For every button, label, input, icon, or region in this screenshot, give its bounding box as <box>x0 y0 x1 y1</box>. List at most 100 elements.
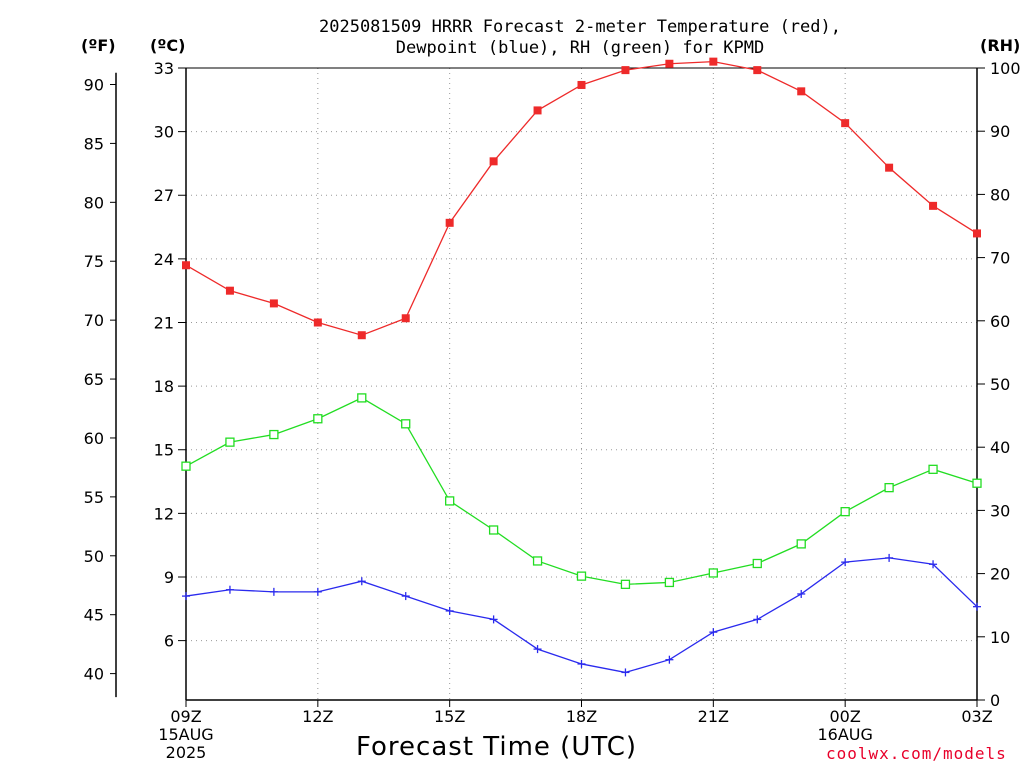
rh-point <box>664 577 675 588</box>
temperature-point <box>357 331 366 340</box>
dewpoint-point <box>401 592 410 601</box>
temperature-point <box>577 80 586 89</box>
rh-tick-label: 40 <box>990 438 1010 457</box>
temperature-point <box>929 201 938 210</box>
rh-point <box>576 571 587 581</box>
rh-tick-label: 60 <box>990 312 1010 331</box>
rh-point <box>313 414 323 424</box>
fahrenheit-tick-label: 60 <box>84 429 104 448</box>
temperature-point <box>665 59 674 68</box>
temperature-point <box>182 261 190 270</box>
fahrenheit-tick-label: 65 <box>84 370 104 389</box>
rh-point <box>532 556 543 566</box>
dewpoint-point <box>753 615 762 624</box>
rh-point <box>488 525 499 535</box>
rh-point <box>445 496 455 506</box>
celsius-tick-label: 24 <box>154 250 174 269</box>
chart-title-line-2: Dewpoint (blue), RH (green) for KPMD <box>395 38 765 58</box>
fahrenheit-tick-label: 70 <box>84 311 104 330</box>
x-tick-label: 2025 <box>166 743 207 762</box>
fahrenheit-tick-label: 75 <box>84 252 104 271</box>
tick-labels: 40 45 50 55 60 65 70 75 80 85 90 6 9 12 15 18 21 24 27 30 33… <box>84 59 1021 762</box>
temperature-point <box>885 163 894 172</box>
dewpoint-point <box>885 553 894 562</box>
celsius-tick-label: 30 <box>154 123 174 142</box>
dewpoint-point <box>577 659 586 668</box>
celsius-tick-label: 21 <box>154 313 174 332</box>
rh-tick-label: 20 <box>990 565 1010 584</box>
fahrenheit-tick-label: 40 <box>84 665 104 684</box>
dewpoint-point <box>621 668 630 677</box>
rh-tick-label: 50 <box>990 375 1010 394</box>
celsius-tick-label: 15 <box>154 441 174 460</box>
x-axis-title: Forecast Time (UTC) <box>356 732 638 762</box>
fahrenheit-axis-label: (ºF) <box>81 36 116 55</box>
dewpoint-point <box>841 558 850 567</box>
fahrenheit-tick-label: 90 <box>84 75 104 94</box>
celsius-tick-label: 6 <box>164 632 174 651</box>
rh-axis-label: (RH) <box>980 36 1021 55</box>
temperature-point <box>313 318 322 327</box>
dewpoint-point <box>929 560 938 569</box>
x-tick-label: 09Z <box>170 707 201 726</box>
dewpoint-point <box>445 606 454 615</box>
rh-tick-label: 70 <box>990 249 1010 268</box>
temperature-point <box>621 66 630 75</box>
x-tick-label: 16AUG <box>817 725 872 744</box>
rh-point <box>181 461 191 471</box>
temperature-point <box>709 57 718 66</box>
fahrenheit-tick-label: 80 <box>84 193 104 212</box>
dewpoint-point <box>973 602 981 611</box>
temperature-point <box>841 119 850 128</box>
rh-line <box>185 397 978 585</box>
dewpoint-point <box>182 592 190 601</box>
dewpoint-point <box>225 585 234 594</box>
fahrenheit-tick-label: 85 <box>84 134 104 153</box>
rh-point <box>620 579 631 589</box>
rh-point <box>884 482 894 493</box>
dewpoint-point <box>313 587 322 596</box>
rh-point <box>708 568 718 578</box>
temperature-point <box>533 106 542 115</box>
grid-lines <box>186 68 977 700</box>
axes <box>110 67 985 707</box>
rh-tick-label: 100 <box>990 59 1021 78</box>
celsius-axis-label: (ºC) <box>150 36 186 55</box>
temperature-point <box>753 66 762 75</box>
credit-link[interactable]: coolwx.com/models <box>826 744 1007 763</box>
celsius-tick-label: 9 <box>164 568 174 587</box>
fahrenheit-tick-label: 55 <box>84 488 104 507</box>
chart-title-line-1: 2025081509 HRRR Forecast 2-meter Tempera… <box>319 17 841 37</box>
x-tick-label: 15Z <box>434 707 465 726</box>
rh-point <box>225 437 235 447</box>
celsius-tick-label: 18 <box>154 377 174 396</box>
temperature-point <box>445 218 454 227</box>
x-tick-label: 12Z <box>302 707 333 726</box>
temperature-point <box>797 87 806 96</box>
rh-point <box>928 464 938 474</box>
temperature-point <box>489 157 498 166</box>
rh-point <box>972 478 982 488</box>
rh-point <box>796 539 806 549</box>
x-tick-label: 15AUG <box>158 725 213 744</box>
dewpoint-point <box>269 587 278 596</box>
x-tick-label: 21Z <box>698 707 729 726</box>
dewpoint-point <box>665 655 674 664</box>
rh-point <box>752 558 762 569</box>
x-tick-label: 00Z <box>830 707 861 726</box>
rh-tick-label: 80 <box>990 185 1010 204</box>
rh-tick-label: 30 <box>990 501 1010 520</box>
rh-tick-label: 10 <box>990 628 1010 647</box>
dewpoint-point <box>533 645 542 654</box>
celsius-tick-label: 27 <box>154 186 174 205</box>
temperature-point <box>225 286 234 295</box>
temperature-point <box>269 299 278 308</box>
dewpoint-point <box>489 615 498 624</box>
rh-point <box>401 419 411 429</box>
data-series <box>181 57 982 677</box>
temperature-point <box>973 229 981 238</box>
fahrenheit-tick-label: 45 <box>84 606 104 625</box>
dewpoint-point <box>357 577 366 586</box>
temperature-point <box>401 314 410 323</box>
